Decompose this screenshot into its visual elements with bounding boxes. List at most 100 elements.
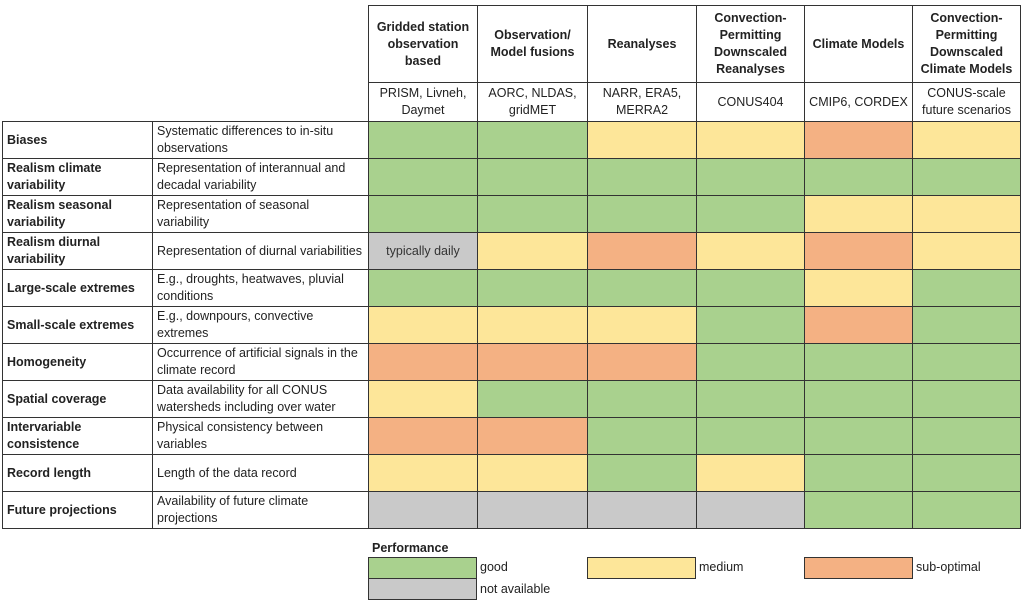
rating-cell-good <box>368 158 478 196</box>
rating-cell-good <box>912 343 1021 381</box>
rating-cell-medium <box>368 306 478 344</box>
rating-cell-sub <box>477 343 588 381</box>
rating-cell-na <box>696 491 805 529</box>
rating-cell-na: typically daily <box>368 232 478 270</box>
rating-cell-good <box>912 158 1021 196</box>
criterion-description: Data availability for all CONUS watershe… <box>152 380 369 418</box>
column-header: Convection-Permitting Downscaled Reanaly… <box>696 5 805 83</box>
criterion-name: Spatial coverage <box>2 380 153 418</box>
criterion-name: Realism seasonal variability <box>2 195 153 233</box>
criterion-name: Small-scale extremes <box>2 306 153 344</box>
legend-swatch-na <box>368 578 477 600</box>
rating-cell-sub <box>804 121 913 159</box>
rating-cell-medium <box>477 232 588 270</box>
criterion-name: Intervariable consistence <box>2 417 153 455</box>
rating-cell-medium <box>477 306 588 344</box>
rating-cell-medium <box>477 454 588 492</box>
criterion-name: Record length <box>2 454 153 492</box>
legend-title: Performance <box>372 541 449 555</box>
rating-cell-medium <box>912 195 1021 233</box>
rating-cell-good <box>696 417 805 455</box>
table-row: Homogeneity Occurrence of artificial sign… <box>2 343 1021 381</box>
criterion-description: Occurrence of artificial signals in the … <box>152 343 369 381</box>
rating-cell-good <box>477 380 588 418</box>
table-row: Biases Systematic differences to in-situ … <box>2 121 1021 159</box>
rating-cell-good <box>696 380 805 418</box>
rating-cell-good <box>804 417 913 455</box>
legend-label-medium: medium <box>699 560 744 574</box>
rating-cell-medium <box>368 380 478 418</box>
legend-swatch-good <box>368 557 477 579</box>
criterion-name: Future projections <box>2 491 153 529</box>
rating-cell-good <box>912 306 1021 344</box>
criterion-description: E.g., droughts, heatwaves, pluvial condi… <box>152 269 369 307</box>
rating-cell-good <box>587 417 697 455</box>
rating-cell-medium <box>696 232 805 270</box>
rating-cell-sub <box>804 306 913 344</box>
column-examples: CONUS-scale future scenarios <box>912 82 1021 122</box>
table-row: Realism climate variability Representatio… <box>2 158 1021 196</box>
rating-cell-medium <box>804 269 913 307</box>
rating-cell-good <box>477 158 588 196</box>
rating-cell-good <box>477 121 588 159</box>
rating-cell-good <box>696 158 805 196</box>
criterion-name: Homogeneity <box>2 343 153 381</box>
rating-cell-good <box>587 380 697 418</box>
criterion-description: Availability of future climate projectio… <box>152 491 369 529</box>
rating-cell-good <box>804 343 913 381</box>
rating-cell-sub <box>368 343 478 381</box>
criterion-name: Realism diurnal variability <box>2 232 153 270</box>
rating-cell-good <box>587 158 697 196</box>
table-row: Future projections Availability of future… <box>2 491 1021 529</box>
rating-cell-good <box>587 269 697 307</box>
rating-cell-good <box>912 417 1021 455</box>
criterion-name: Realism climate variability <box>2 158 153 196</box>
rating-cell-good <box>696 343 805 381</box>
column-header: Gridded station observation based <box>368 5 478 83</box>
column-header: Convection-Permitting Downscaled Climate… <box>912 5 1021 83</box>
rating-cell-medium <box>912 232 1021 270</box>
column-examples: PRISM, Livneh, Daymet <box>368 82 478 122</box>
rating-cell-medium <box>696 454 805 492</box>
rating-cell-good <box>477 269 588 307</box>
rating-cell-medium <box>587 121 697 159</box>
rating-cell-good <box>912 269 1021 307</box>
rating-cell-sub <box>804 232 913 270</box>
legend-swatch-sub <box>804 557 913 579</box>
rating-cell-good <box>804 380 913 418</box>
rating-cell-good <box>696 269 805 307</box>
rating-cell-good <box>368 269 478 307</box>
rating-cell-good <box>696 195 805 233</box>
legend-label-na: not available <box>480 582 551 596</box>
rating-cell-medium <box>804 195 913 233</box>
rating-cell-good <box>477 195 588 233</box>
criterion-description: Representation of seasonal variability <box>152 195 369 233</box>
rating-cell-medium <box>368 454 478 492</box>
column-examples: CMIP6, CORDEX <box>804 82 913 122</box>
rating-cell-na <box>368 491 478 529</box>
blank-corner <box>3 83 369 122</box>
rating-cell-good <box>912 454 1021 492</box>
rating-cell-good <box>912 491 1021 529</box>
table-row: Small-scale extremes E.g., downpours, con… <box>2 306 1021 344</box>
column-examples: CONUS404 <box>696 82 805 122</box>
table-row: Realism diurnal variability Representatio… <box>2 232 1021 270</box>
criterion-description: E.g., downpours, convective extremes <box>152 306 369 344</box>
criterion-name: Biases <box>2 121 153 159</box>
column-header: Climate Models <box>804 5 913 83</box>
table-row: Record length Length of the data record <box>2 454 1021 492</box>
rating-cell-good <box>804 454 913 492</box>
rating-cell-good <box>587 195 697 233</box>
blank-corner <box>3 6 369 83</box>
criterion-description: Physical consistency between variables <box>152 417 369 455</box>
criterion-description: Length of the data record <box>152 454 369 492</box>
legend-swatch-medium <box>587 557 696 579</box>
column-examples: NARR, ERA5, MERRA2 <box>587 82 697 122</box>
rating-cell-medium <box>912 121 1021 159</box>
rating-cell-good <box>368 195 478 233</box>
rating-cell-sub <box>587 343 697 381</box>
table-row: Realism seasonal variability Representati… <box>2 195 1021 233</box>
criterion-name: Large-scale extremes <box>2 269 153 307</box>
column-header: Reanalyses <box>587 5 697 83</box>
column-header: Observation/ Model fusions <box>477 5 588 83</box>
